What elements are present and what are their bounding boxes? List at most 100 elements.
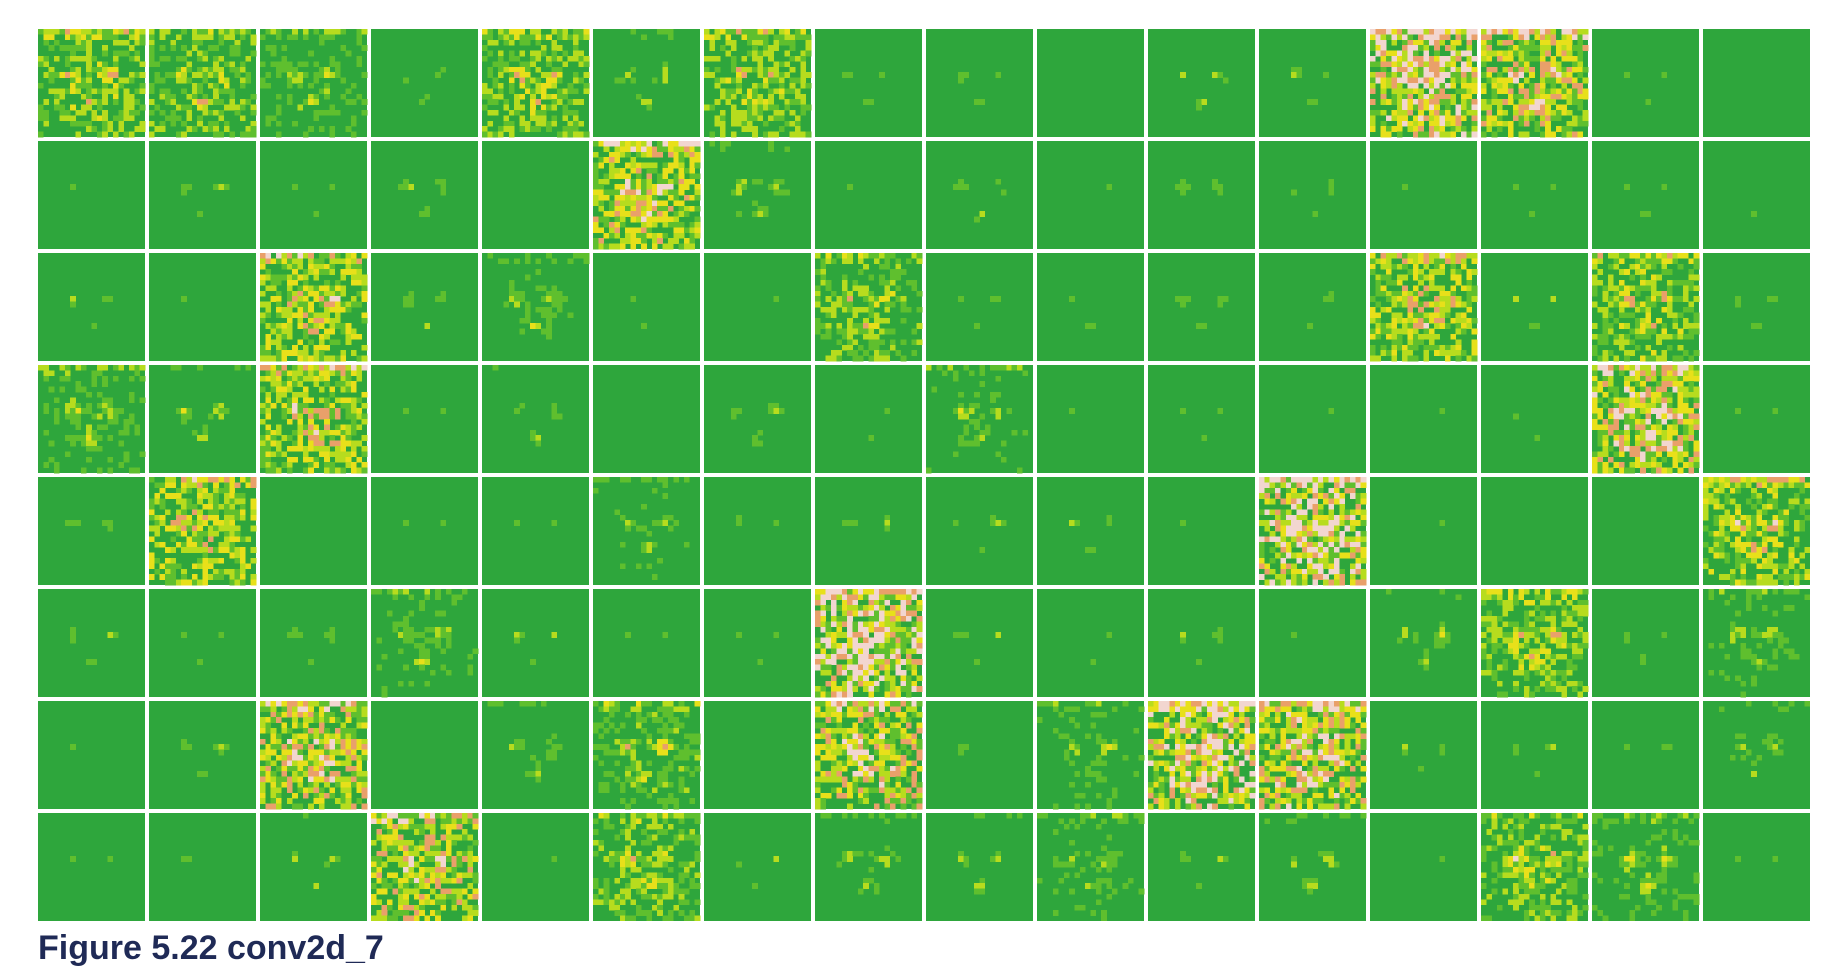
feature-map-panel xyxy=(1703,589,1810,698)
feature-map-panel xyxy=(1148,253,1255,361)
feature-map-panel xyxy=(38,29,146,138)
feature-map-panel xyxy=(371,29,478,137)
feature-map-panel xyxy=(482,253,590,361)
feature-map-panel xyxy=(371,253,478,361)
feature-map-panel xyxy=(1370,813,1477,921)
feature-map-panel xyxy=(1037,29,1144,137)
feature-map-panel xyxy=(926,253,1033,361)
feature-map-grid xyxy=(38,29,1810,921)
feature-map-panel xyxy=(1592,253,1700,362)
feature-map-panel xyxy=(1370,589,1477,697)
feature-map-panel xyxy=(704,253,811,361)
feature-map-panel xyxy=(1481,141,1588,249)
feature-map-panel xyxy=(926,141,1033,249)
feature-map-panel xyxy=(1037,589,1144,697)
feature-map-panel xyxy=(1592,701,1699,809)
feature-map-panel xyxy=(1148,141,1255,249)
feature-map-panel xyxy=(926,589,1033,697)
feature-map-panel xyxy=(260,29,368,138)
feature-map-panel xyxy=(815,253,923,362)
feature-map-panel xyxy=(815,589,923,698)
feature-map-panel xyxy=(704,701,811,809)
feature-map-panel xyxy=(149,29,257,138)
feature-map-panel xyxy=(149,253,256,361)
feature-map-panel xyxy=(1148,701,1256,810)
feature-map-panel xyxy=(1703,701,1810,809)
feature-map-panel xyxy=(1037,141,1144,249)
feature-map-panel xyxy=(704,477,811,585)
feature-map-panel xyxy=(1259,701,1367,810)
feature-map-panel xyxy=(482,813,589,921)
feature-map-panel xyxy=(1370,29,1478,138)
feature-map-panel xyxy=(260,589,367,697)
feature-map-panel xyxy=(815,141,922,249)
feature-map-svg xyxy=(38,29,1810,921)
feature-map-panel xyxy=(149,477,257,586)
feature-map-panel xyxy=(1370,365,1477,473)
feature-map-panel xyxy=(704,589,811,697)
feature-map-panel xyxy=(593,477,700,585)
feature-map-panel xyxy=(260,477,367,585)
feature-map-panel xyxy=(149,701,256,809)
feature-map-panel xyxy=(371,365,478,473)
feature-map-panel xyxy=(1148,477,1255,585)
feature-map-panel xyxy=(815,813,922,921)
feature-map-panel xyxy=(926,477,1033,585)
feature-map-panel xyxy=(1592,365,1700,474)
feature-map-panel xyxy=(1370,701,1477,809)
feature-map-panel xyxy=(1703,253,1810,361)
feature-map-panel xyxy=(38,141,145,249)
feature-map-panel xyxy=(1592,141,1699,249)
feature-map-panel xyxy=(1259,589,1366,697)
feature-map-panel xyxy=(815,29,922,137)
feature-map-panel xyxy=(1481,365,1588,473)
feature-map-panel xyxy=(815,477,922,585)
feature-map-panel xyxy=(704,29,812,138)
feature-map-panel xyxy=(1037,253,1144,361)
feature-map-panel xyxy=(1259,813,1367,921)
feature-map-panel xyxy=(1703,365,1810,473)
feature-map-figure xyxy=(38,29,1810,921)
feature-map-panel xyxy=(38,365,146,474)
feature-map-panel xyxy=(482,365,589,473)
feature-map-panel xyxy=(593,701,701,810)
figure-caption: Figure 5.22 conv2d_7 xyxy=(38,929,384,967)
feature-map-panel xyxy=(1148,813,1255,921)
feature-map-panel xyxy=(1148,29,1255,137)
feature-map-panel xyxy=(1703,813,1810,921)
feature-map-panel xyxy=(149,141,256,249)
feature-map-panel xyxy=(1259,141,1366,249)
feature-map-panel xyxy=(1592,29,1699,137)
feature-map-panel xyxy=(1037,365,1144,473)
feature-map-panel xyxy=(1370,253,1478,362)
feature-map-panel xyxy=(260,365,368,474)
feature-map-panel xyxy=(1370,477,1477,585)
feature-map-panel xyxy=(38,701,145,809)
feature-map-panel xyxy=(1259,477,1367,586)
feature-map-panel xyxy=(371,477,478,585)
feature-map-panel xyxy=(1259,365,1366,473)
feature-map-panel xyxy=(482,29,590,138)
feature-map-panel xyxy=(482,141,589,249)
feature-map-panel xyxy=(260,141,367,249)
feature-map-panel xyxy=(815,701,923,810)
feature-map-panel xyxy=(1481,701,1588,809)
feature-map-panel xyxy=(1037,701,1145,810)
feature-map-panel xyxy=(704,365,811,473)
feature-map-panel xyxy=(593,365,700,473)
feature-map-panel xyxy=(926,701,1033,809)
feature-map-panel xyxy=(704,813,811,921)
feature-map-panel xyxy=(371,701,478,809)
feature-map-panel xyxy=(926,29,1033,137)
feature-map-panel xyxy=(482,477,589,585)
feature-map-panel xyxy=(38,253,145,361)
feature-map-panel xyxy=(593,141,701,250)
feature-map-panel xyxy=(38,813,145,921)
feature-map-panel xyxy=(371,141,478,249)
feature-map-panel xyxy=(1481,589,1589,698)
feature-map-panel xyxy=(1148,365,1255,473)
feature-map-panel xyxy=(1259,29,1366,137)
feature-map-panel xyxy=(1037,477,1144,585)
feature-map-panel xyxy=(926,813,1033,921)
feature-map-panel xyxy=(1703,141,1810,249)
